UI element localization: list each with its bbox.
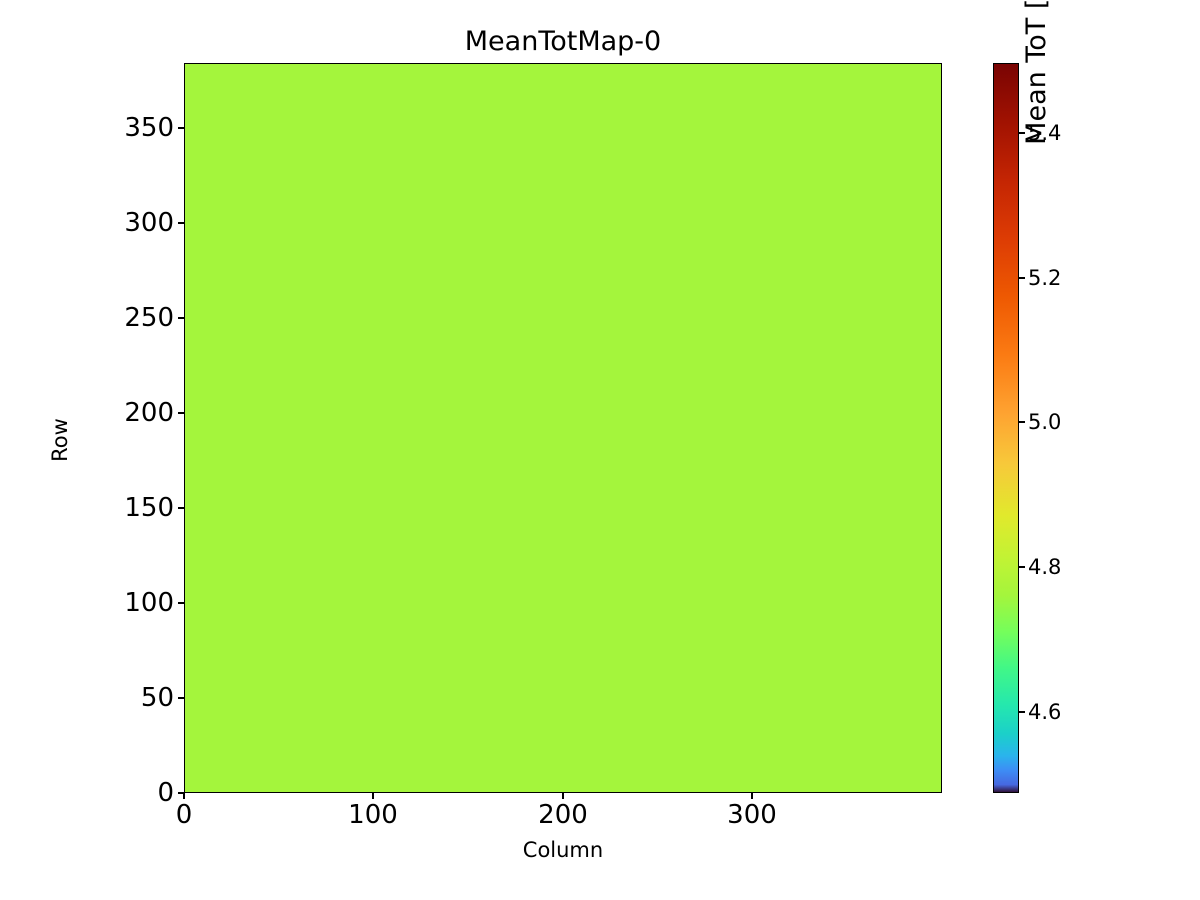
x-tick-label: 200 [538,800,588,830]
y-tick-label: 150 [124,493,174,523]
y-tick-label: 100 [124,588,174,618]
y-tick-mark [178,317,184,319]
colorbar-tick-mark [1019,566,1025,568]
colorbar-gradient [994,64,1018,792]
x-tick-mark [562,793,564,799]
colorbar-tick-label: 4.8 [1028,555,1062,579]
page-title: MeanTotMap-0 [464,26,662,57]
colorbar-tick-label: 5.0 [1028,410,1062,434]
x-tick-mark [372,793,374,799]
y-tick-mark [178,222,184,224]
colorbar-tick-label: 5.2 [1028,266,1062,290]
x-tick-label: 300 [727,800,777,830]
colorbar-tick-mark [1019,277,1025,279]
colorbar-tick-mark [1019,421,1025,423]
colorbar-tick-mark [1019,711,1025,713]
y-tick-label: 200 [124,398,174,428]
heatmap-image [185,64,941,792]
y-tick-mark [178,602,184,604]
y-tick-label: 300 [124,208,174,238]
y-tick-mark [178,412,184,414]
colorbar-tick-label: 4.6 [1028,700,1062,724]
colorbar[interactable] [993,63,1019,793]
x-axis-label: Column [522,838,604,862]
y-tick-mark [178,792,184,794]
x-tick-label: 0 [175,800,193,830]
y-tick-mark [178,127,184,129]
colorbar-tick-mark [1019,132,1025,134]
colorbar-label: Mean ToT [BC] [1021,0,1052,145]
y-tick-label: 350 [124,113,174,143]
heatmap-axes[interactable] [184,63,942,793]
y-tick-label: 250 [124,303,174,333]
y-tick-mark [178,507,184,509]
x-tick-mark [183,793,185,799]
x-tick-mark [751,793,753,799]
colorbar-tick-label: 5.4 [1028,121,1062,145]
y-tick-label: 50 [140,683,174,713]
x-tick-label: 100 [348,800,398,830]
y-tick-label: 0 [157,778,174,808]
y-tick-mark [178,697,184,699]
